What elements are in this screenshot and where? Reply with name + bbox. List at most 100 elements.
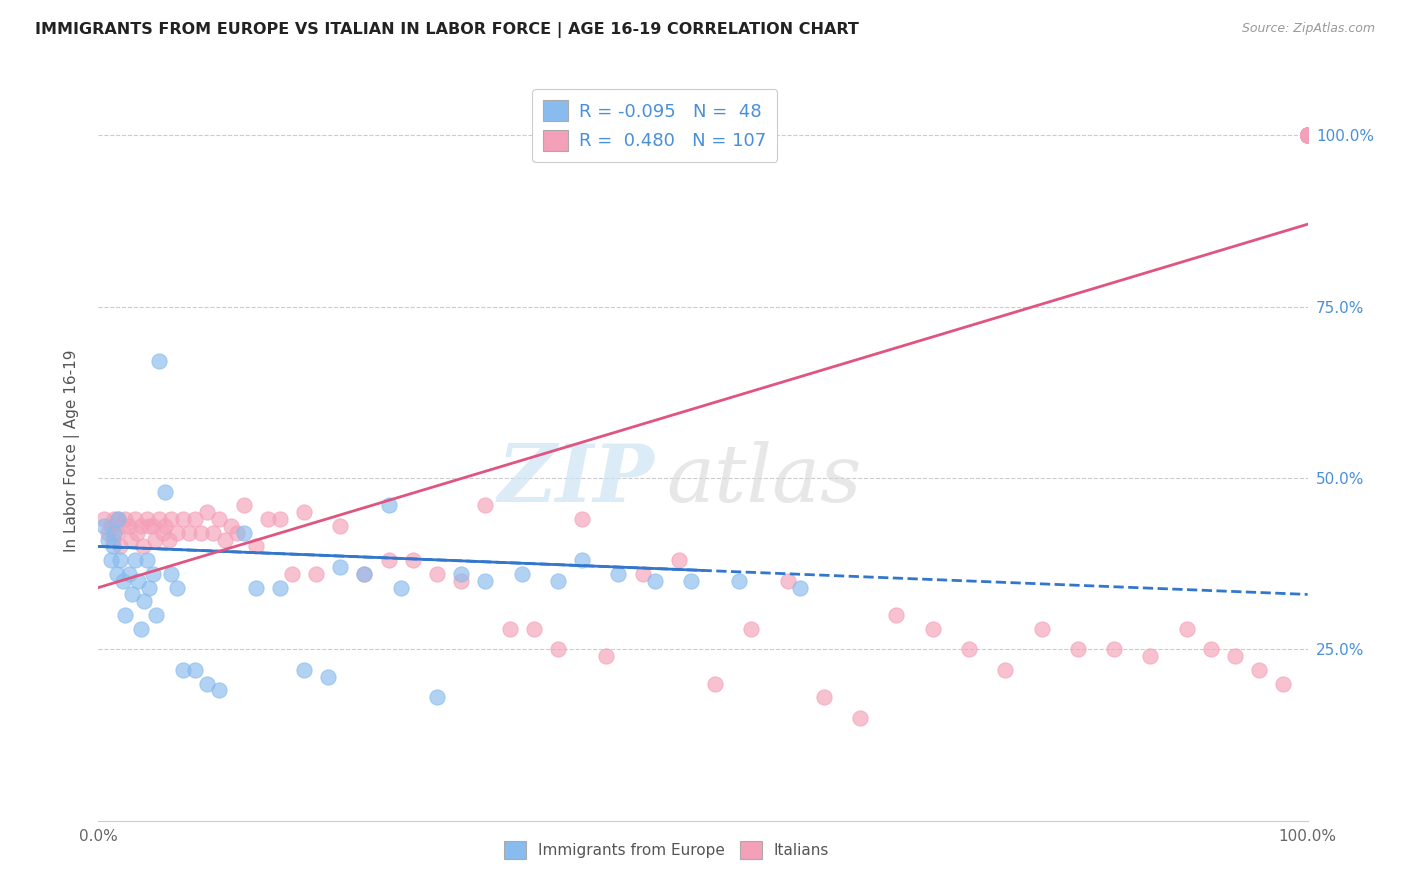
Point xyxy=(1175,622,1198,636)
Point xyxy=(631,566,654,581)
Point xyxy=(108,553,131,567)
Point xyxy=(1296,128,1319,142)
Point xyxy=(108,540,131,554)
Point xyxy=(93,512,115,526)
Point xyxy=(127,525,149,540)
Point xyxy=(208,512,231,526)
Point xyxy=(1296,128,1319,142)
Point xyxy=(595,649,617,664)
Point xyxy=(100,519,122,533)
Point xyxy=(679,574,702,588)
Point xyxy=(120,533,142,547)
Point xyxy=(740,622,762,636)
Point xyxy=(450,566,472,581)
Point xyxy=(160,566,183,581)
Point xyxy=(957,642,980,657)
Point xyxy=(134,594,156,608)
Point xyxy=(510,566,533,581)
Point xyxy=(124,553,146,567)
Point xyxy=(132,540,155,554)
Point xyxy=(221,519,243,533)
Point xyxy=(269,512,291,526)
Point xyxy=(157,533,180,547)
Point xyxy=(1296,128,1319,142)
Point xyxy=(1296,128,1319,142)
Point xyxy=(269,581,291,595)
Point xyxy=(184,663,207,677)
Point xyxy=(281,566,304,581)
Point xyxy=(1296,128,1319,142)
Point xyxy=(160,512,183,526)
Point xyxy=(474,574,496,588)
Point xyxy=(450,574,472,588)
Point xyxy=(1296,128,1319,142)
Point xyxy=(668,553,690,567)
Point xyxy=(1296,128,1319,142)
Point xyxy=(166,525,188,540)
Point xyxy=(152,525,174,540)
Point xyxy=(245,540,267,554)
Point xyxy=(1296,128,1319,142)
Point xyxy=(105,525,128,540)
Point xyxy=(1223,649,1246,664)
Point xyxy=(474,498,496,512)
Point xyxy=(1296,128,1319,142)
Point xyxy=(129,622,152,636)
Point xyxy=(1296,128,1319,142)
Point xyxy=(1296,128,1319,142)
Point xyxy=(1249,663,1271,677)
Point xyxy=(202,525,225,540)
Point xyxy=(1296,128,1319,142)
Point xyxy=(813,690,835,705)
Point xyxy=(232,498,254,512)
Text: atlas: atlas xyxy=(666,442,862,519)
Point xyxy=(232,525,254,540)
Point xyxy=(184,512,207,526)
Point xyxy=(105,566,128,581)
Point xyxy=(1031,622,1053,636)
Point xyxy=(114,607,136,622)
Point xyxy=(776,574,799,588)
Point xyxy=(571,512,593,526)
Point xyxy=(789,581,811,595)
Point xyxy=(571,553,593,567)
Point xyxy=(1296,128,1319,142)
Point xyxy=(111,519,134,533)
Point xyxy=(886,607,908,622)
Point xyxy=(190,525,212,540)
Point xyxy=(1296,128,1319,142)
Point xyxy=(1296,128,1319,142)
Point xyxy=(114,512,136,526)
Point xyxy=(1139,649,1161,664)
Point xyxy=(1199,642,1222,657)
Point xyxy=(153,519,176,533)
Point xyxy=(172,663,194,677)
Point xyxy=(728,574,751,588)
Point xyxy=(135,512,157,526)
Point xyxy=(1296,128,1319,142)
Point xyxy=(1296,128,1319,142)
Point xyxy=(148,354,170,368)
Point xyxy=(353,566,375,581)
Point xyxy=(100,553,122,567)
Point xyxy=(145,607,167,622)
Point xyxy=(402,553,425,567)
Y-axis label: In Labor Force | Age 16-19: In Labor Force | Age 16-19 xyxy=(63,349,80,552)
Point xyxy=(118,519,141,533)
Point xyxy=(377,553,399,567)
Point xyxy=(142,519,165,533)
Point xyxy=(101,533,124,547)
Point xyxy=(153,484,176,499)
Point xyxy=(1296,128,1319,142)
Point xyxy=(1296,128,1319,142)
Point xyxy=(142,566,165,581)
Point xyxy=(1296,128,1319,142)
Point xyxy=(1296,128,1319,142)
Point xyxy=(101,540,124,554)
Point xyxy=(1296,128,1319,142)
Point xyxy=(523,622,546,636)
Point xyxy=(135,553,157,567)
Point xyxy=(426,566,449,581)
Point xyxy=(1296,128,1319,142)
Point xyxy=(1296,128,1319,142)
